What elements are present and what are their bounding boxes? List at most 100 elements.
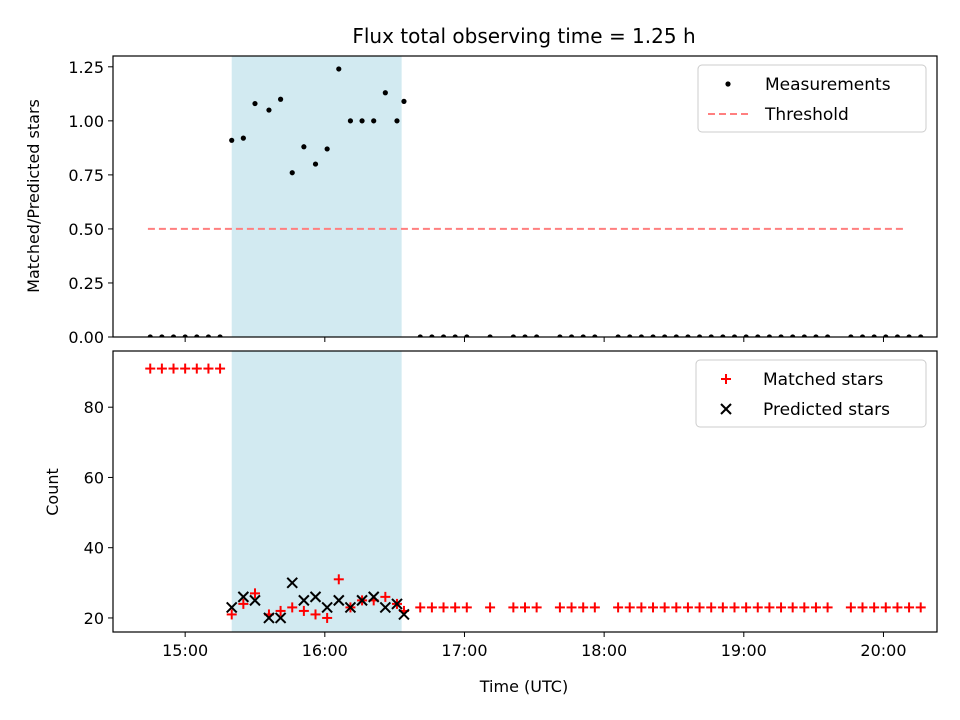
measurement-point [685, 334, 691, 337]
y-tick-label: 80 [84, 398, 104, 417]
matched-stars-point [915, 602, 926, 613]
matched-stars-point [180, 363, 191, 374]
matched-stars-point [659, 602, 670, 613]
matched-stars-point [822, 602, 833, 613]
y-tick-label: 1.00 [68, 112, 104, 131]
matched-stars-point [287, 602, 298, 613]
top-panel: 0.00 0.25 0.50 0.75 1.00 1.25 Measurements Thre… [68, 55, 938, 347]
x-tick-label: 15:00 [162, 641, 208, 660]
matched-stars-point [238, 598, 249, 609]
matched-stars-point [799, 602, 810, 613]
x-tick-label: 16:00 [302, 641, 348, 660]
measurement-point [417, 334, 423, 337]
matched-stars-point [613, 602, 624, 613]
matched-stars-point [845, 602, 856, 613]
matched-stars-point [752, 602, 763, 613]
x-tick-label: 19:00 [721, 641, 767, 660]
predicted-stars-point [249, 594, 261, 607]
measurement-point [252, 100, 258, 107]
legend-measurement-swatch [725, 81, 731, 87]
legend-label: Threshold [764, 105, 849, 125]
measurement-point [277, 96, 284, 102]
matched-stars-point [531, 602, 542, 613]
matched-stars-point [648, 602, 659, 613]
matched-stars-point [203, 363, 214, 374]
predicted-stars-point [321, 601, 333, 614]
chart-title: Flux total observing time = 1.25 h [352, 24, 695, 48]
legend: Matched stars Predicted stars [695, 359, 927, 428]
measurement-point [918, 334, 924, 337]
measurement-point [371, 118, 377, 124]
matched-stars-point [380, 591, 391, 602]
measurement-point [487, 334, 493, 337]
measurement-point [696, 334, 703, 337]
legend-label: Measurements [765, 75, 891, 95]
y-tick-label: 1.25 [68, 58, 104, 77]
legend-label: Matched stars [763, 370, 883, 390]
measurement-point [440, 334, 447, 337]
matched-stars-point [566, 602, 577, 613]
measurement-point [159, 334, 165, 337]
matched-stars-point [322, 612, 333, 623]
measurement-point [638, 334, 644, 337]
matched-stars-point [682, 602, 693, 613]
predicted-stars-point [333, 594, 345, 607]
measurement-point [312, 161, 319, 167]
axes-frame [112, 350, 938, 633]
matched-stars-point [191, 363, 202, 374]
measurement-point [182, 334, 188, 337]
predicted-stars-point [367, 591, 380, 603]
measurement-point [580, 334, 586, 337]
predicted-stars-point [344, 601, 357, 614]
matched-stars-point [415, 602, 426, 613]
measurement-point [778, 334, 784, 337]
measurement-point [708, 334, 714, 337]
matched-stars-point [450, 602, 461, 613]
legend-predicted-swatch [720, 403, 732, 415]
y-tick-label: 0.75 [68, 166, 104, 185]
measurement-point [906, 334, 912, 337]
y-tick-label: 40 [84, 539, 104, 558]
observing-interval-shading [231, 351, 402, 632]
matched-stars-point [215, 363, 226, 374]
measurement-point [824, 334, 831, 337]
matched-stars-point [624, 602, 635, 613]
measurement-point [534, 334, 540, 337]
matched-stars-point [892, 602, 903, 613]
measurement-point [347, 118, 354, 124]
measurement-point [743, 334, 749, 337]
predicted-stars-point [391, 598, 403, 610]
x-tick-label: 18:00 [581, 641, 627, 660]
measurement-point [883, 334, 889, 337]
measurement-point [766, 334, 773, 337]
measurement-point [401, 98, 407, 104]
matched-stars-point [589, 602, 600, 613]
matched-stars-point [485, 602, 496, 613]
matched-stars-point [857, 602, 868, 613]
predicted-stars-point [237, 591, 250, 603]
matched-stars-point [298, 605, 309, 616]
predicted-stars-point [226, 601, 238, 614]
measurement-point [452, 334, 458, 337]
measurement-point [289, 170, 295, 176]
measurement-point [359, 118, 365, 124]
measurement-point [522, 334, 528, 337]
legend: Measurements Threshold [697, 64, 927, 133]
matched-stars-point [787, 602, 798, 613]
plot-area [145, 363, 926, 624]
plot-area [147, 66, 924, 337]
measurement-point [859, 334, 866, 337]
matched-stars-point [694, 602, 705, 613]
matched-stars-point [310, 609, 321, 620]
measurement-point [429, 334, 435, 337]
matched-stars-point [461, 602, 472, 613]
y-tick-label: 20 [84, 609, 104, 628]
matched-stars-point [810, 602, 821, 613]
matched-stars-point [508, 602, 519, 613]
measurement-point [615, 334, 621, 337]
bottom-y-axis-label: Count [43, 468, 62, 516]
measurement-point [336, 66, 342, 72]
measurement-point [871, 334, 877, 337]
measurement-point [510, 334, 516, 337]
